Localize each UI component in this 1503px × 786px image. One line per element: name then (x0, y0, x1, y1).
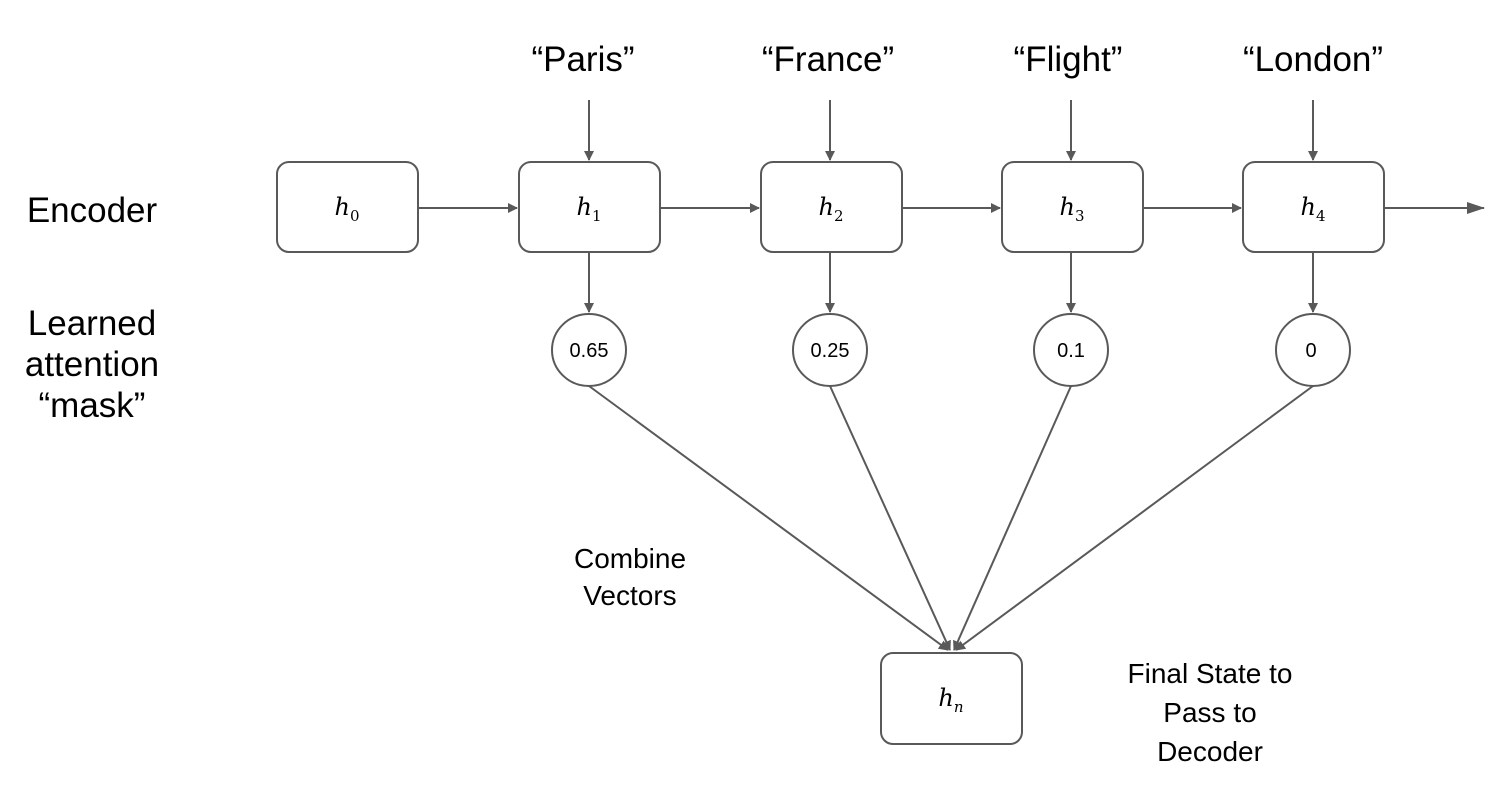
weight-value-4: 0 (1305, 340, 1317, 362)
input-word-flight: “Flight” (1013, 40, 1123, 79)
state-base-h2: h (818, 193, 834, 221)
state-label-h2: h2 (791, 193, 871, 225)
final-state-base: h (938, 684, 954, 712)
state-sub-h4: 4 (1315, 206, 1326, 225)
state-sub-h2: 2 (833, 206, 844, 225)
state-sub-h0: 0 (349, 206, 360, 225)
weight-value-2: 0.25 (810, 340, 850, 362)
state-label-h4: h4 (1273, 193, 1353, 225)
weight-value-3: 0.1 (1057, 340, 1085, 362)
state-base-h1: h (576, 193, 592, 221)
combine-arrow-2 (829, 385, 951, 651)
combine-note-line2: Vectors (583, 580, 677, 611)
input-word-london: “London” (1242, 40, 1384, 79)
attention-row-label-line1: Learned (27, 304, 157, 343)
input-word-france: “France” (761, 40, 895, 79)
state-label-h3: h3 (1032, 193, 1112, 225)
state-label-h1: h1 (549, 193, 629, 225)
state-box-h2 (760, 161, 903, 253)
final-state-sub: n (953, 697, 964, 716)
final-state-box (880, 652, 1023, 745)
state-box-h3 (1001, 161, 1144, 253)
encoder-row-label: Encoder (26, 191, 158, 230)
attention-row-label-line3: “mask” (38, 386, 146, 425)
combine-arrow-4 (955, 385, 1314, 651)
combine-arrow-1 (588, 385, 949, 651)
weight-value-1: 0.65 (569, 340, 609, 362)
combine-arrow-3 (953, 385, 1072, 651)
attention-row-label-line2: attention (24, 345, 160, 384)
state-sub-h1: 1 (591, 206, 602, 225)
final-state-label: hn (911, 684, 991, 716)
state-base-h4: h (1300, 193, 1316, 221)
state-base-h3: h (1059, 193, 1075, 221)
state-box-h0 (276, 161, 419, 253)
combine-note-line1: Combine (573, 543, 687, 574)
state-label-h0: h0 (307, 193, 387, 225)
final-note-line3: Decoder (1157, 736, 1263, 767)
final-note-line1: Final State to (1127, 658, 1293, 689)
final-note-line2: Pass to (1163, 697, 1257, 728)
state-base-h0: h (334, 193, 350, 221)
input-word-paris: “Paris” (531, 40, 635, 79)
state-sub-h3: 3 (1074, 206, 1085, 225)
